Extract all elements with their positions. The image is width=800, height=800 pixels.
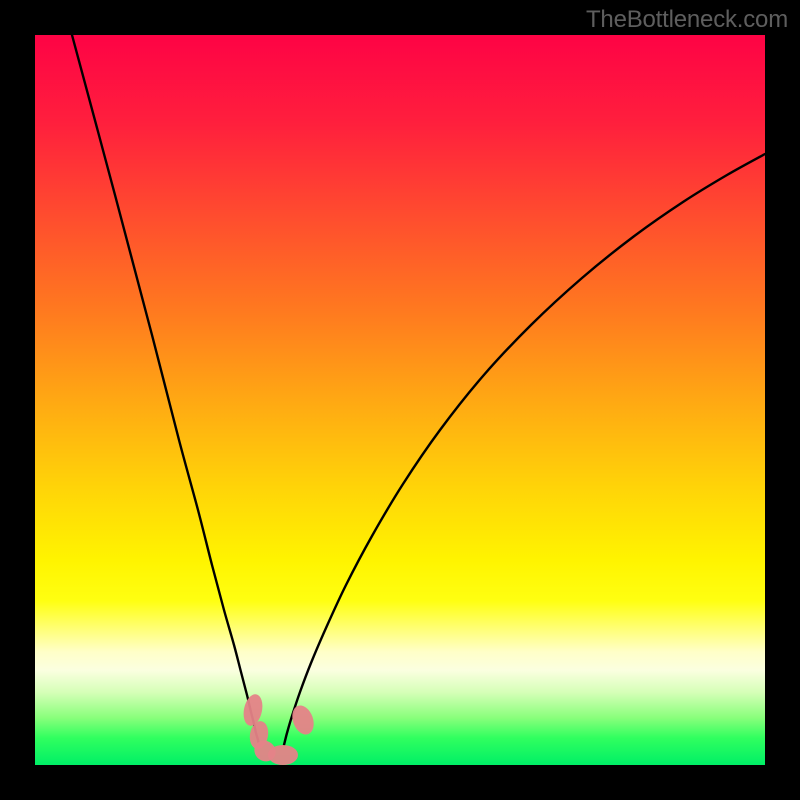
bottleneck-marker [268, 745, 298, 765]
chart-svg [0, 0, 800, 800]
watermark-text: TheBottleneck.com [586, 6, 788, 34]
plot-area-gradient [35, 35, 765, 765]
